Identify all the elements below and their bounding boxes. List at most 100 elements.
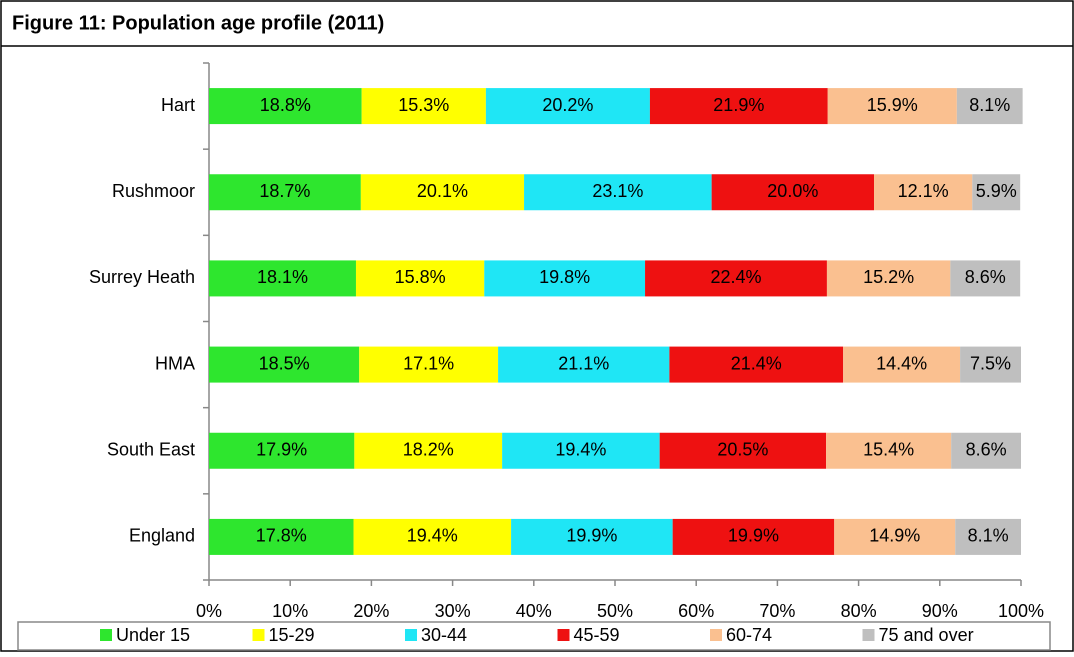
value-label: 15.8%: [395, 267, 446, 287]
x-tick-label: 20%: [353, 601, 389, 621]
bar-segment: [834, 518, 956, 555]
y-tick-label: England: [129, 526, 195, 546]
value-label: 7.5%: [970, 353, 1011, 373]
bar-segment: [209, 346, 360, 383]
value-label: 19.9%: [728, 526, 779, 546]
value-label: 8.6%: [965, 267, 1006, 287]
x-tick-label: 60%: [678, 601, 714, 621]
bar-segment: [972, 174, 1021, 211]
x-tick-label: 0%: [196, 601, 222, 621]
bar-segment: [498, 346, 670, 383]
value-label: 19.4%: [407, 526, 458, 546]
value-label: 21.1%: [558, 353, 609, 373]
legend-label: 60-74: [726, 625, 772, 645]
bar-segment: [874, 174, 973, 211]
bar-segment: [672, 518, 835, 555]
value-label: 17.8%: [256, 526, 307, 546]
value-label: 20.1%: [417, 181, 468, 201]
value-label: 22.4%: [710, 267, 761, 287]
legend-swatch: [710, 629, 722, 641]
bar-segment: [843, 346, 961, 383]
bar-segment: [355, 260, 485, 297]
bar-segment: [669, 346, 844, 383]
y-tick-label: Hart: [161, 95, 195, 115]
value-label: 8.1%: [969, 95, 1010, 115]
value-label: 8.6%: [966, 440, 1007, 460]
value-label: 12.1%: [898, 181, 949, 201]
bar-segment: [209, 432, 355, 469]
bar-segment: [511, 518, 673, 555]
bar-segment: [524, 174, 712, 211]
bar-segment: [711, 174, 875, 211]
x-tick-label: 100%: [998, 601, 1044, 621]
y-tick-label: South East: [107, 440, 195, 460]
bar-segment: [361, 88, 486, 125]
bar-segment: [960, 346, 1021, 383]
bar-segment: [484, 260, 646, 297]
x-tick-label: 80%: [841, 601, 877, 621]
bar-segment: [209, 518, 354, 555]
x-tick-label: 50%: [597, 601, 633, 621]
bar-segment: [502, 432, 660, 469]
legend-swatch: [100, 629, 112, 641]
legend-swatch: [405, 629, 417, 641]
value-label: 15.4%: [863, 440, 914, 460]
bar-segment: [659, 432, 827, 469]
bar-segment: [354, 432, 503, 469]
value-label: 15.9%: [867, 95, 918, 115]
bar-segment: [950, 260, 1021, 297]
bar-segment: [360, 174, 525, 211]
value-label: 17.9%: [256, 440, 307, 460]
x-tick-label: 40%: [516, 601, 552, 621]
legend-label: 75 and over: [879, 625, 974, 645]
value-label: 20.5%: [717, 440, 768, 460]
x-tick-label: 70%: [759, 601, 795, 621]
legend-swatch: [252, 629, 265, 641]
bar-segment: [826, 432, 952, 469]
value-label: 21.4%: [731, 353, 782, 373]
value-label: 18.8%: [260, 95, 311, 115]
value-label: 5.9%: [976, 181, 1017, 201]
value-label: 18.7%: [259, 181, 310, 201]
value-label: 18.1%: [257, 267, 308, 287]
legend-swatch: [862, 629, 875, 641]
value-label: 19.9%: [566, 526, 617, 546]
legend-label: 30-44: [421, 625, 467, 645]
bar-segment: [485, 88, 650, 125]
x-tick-label: 90%: [922, 601, 958, 621]
legend-label: 45-59: [574, 625, 620, 645]
bar-segment: [353, 518, 512, 555]
y-tick-label: HMA: [155, 353, 195, 373]
value-label: 8.1%: [968, 526, 1009, 546]
bar-segment: [826, 260, 951, 297]
value-label: 21.9%: [713, 95, 764, 115]
value-label: 17.1%: [403, 353, 454, 373]
bar-segment: [827, 88, 957, 125]
legend-label: Under 15: [116, 625, 190, 645]
bar-segment: [645, 260, 827, 297]
x-tick-label: 30%: [435, 601, 471, 621]
value-label: 14.9%: [869, 526, 920, 546]
value-label: 15.3%: [398, 95, 449, 115]
value-label: 20.2%: [542, 95, 593, 115]
value-label: 19.4%: [555, 440, 606, 460]
value-label: 18.5%: [259, 353, 310, 373]
bar-segment: [209, 174, 361, 211]
bar-segment: [956, 88, 1023, 125]
legend-label: 15-29: [269, 625, 315, 645]
value-label: 19.8%: [539, 267, 590, 287]
bar-segment: [649, 88, 828, 125]
bar-segment: [209, 260, 356, 297]
x-tick-label: 10%: [272, 601, 308, 621]
value-label: 15.2%: [863, 267, 914, 287]
bar-segment: [955, 518, 1021, 555]
y-tick-label: Surrey Heath: [89, 267, 195, 287]
value-label: 18.2%: [403, 440, 454, 460]
y-tick-label: Rushmoor: [112, 181, 195, 201]
bar-segment: [359, 346, 499, 383]
value-label: 20.0%: [767, 181, 818, 201]
value-label: 14.4%: [876, 353, 927, 373]
